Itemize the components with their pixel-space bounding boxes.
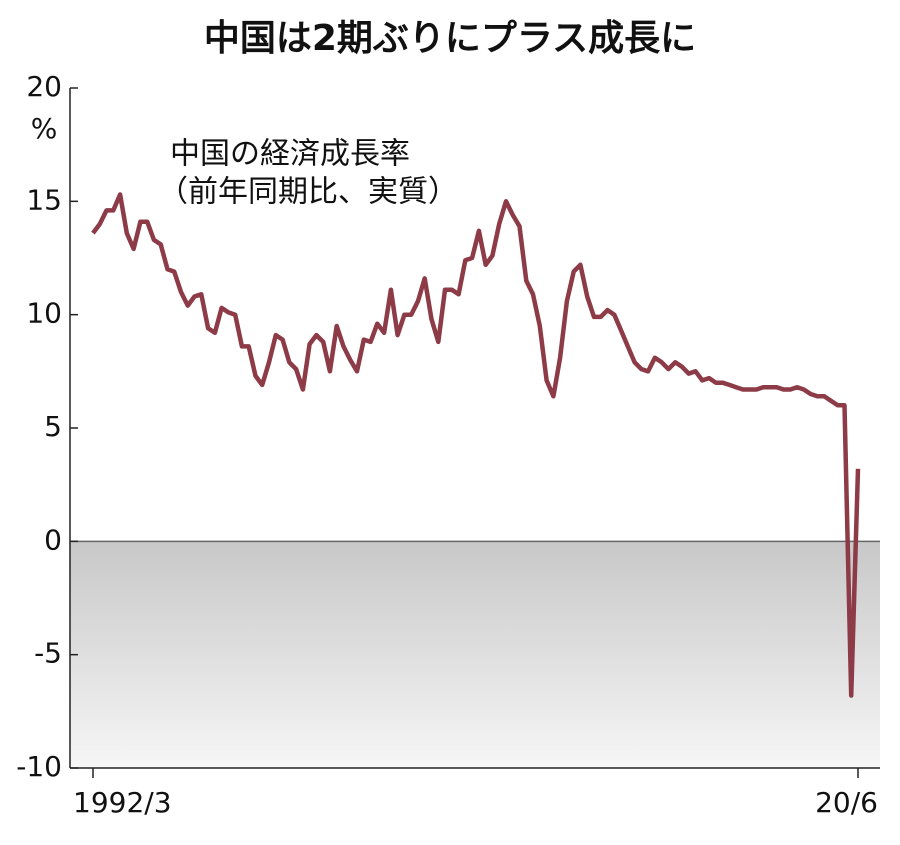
annotation: （前年同期比、実質）	[158, 175, 458, 210]
y-tick-label: 10	[26, 297, 62, 330]
x-tick-label: 1992/3	[73, 786, 172, 819]
y-tick-label: 20	[26, 70, 62, 103]
series-line	[91, 192, 861, 698]
negative-area	[70, 541, 880, 768]
x-tick-label: 20/6	[815, 786, 878, 819]
annotation: 中国の経済成長率	[170, 137, 410, 172]
y-tick-label: 5	[44, 410, 62, 443]
y-tick-label: -5	[34, 637, 62, 670]
y-tick-label: 15	[26, 183, 62, 216]
y-tick-label: 0	[44, 523, 62, 556]
y-tick-label: -10	[16, 750, 62, 783]
y-unit: %	[31, 112, 58, 145]
chart-title: 中国は2期ぶりにプラス成長に	[204, 18, 696, 59]
